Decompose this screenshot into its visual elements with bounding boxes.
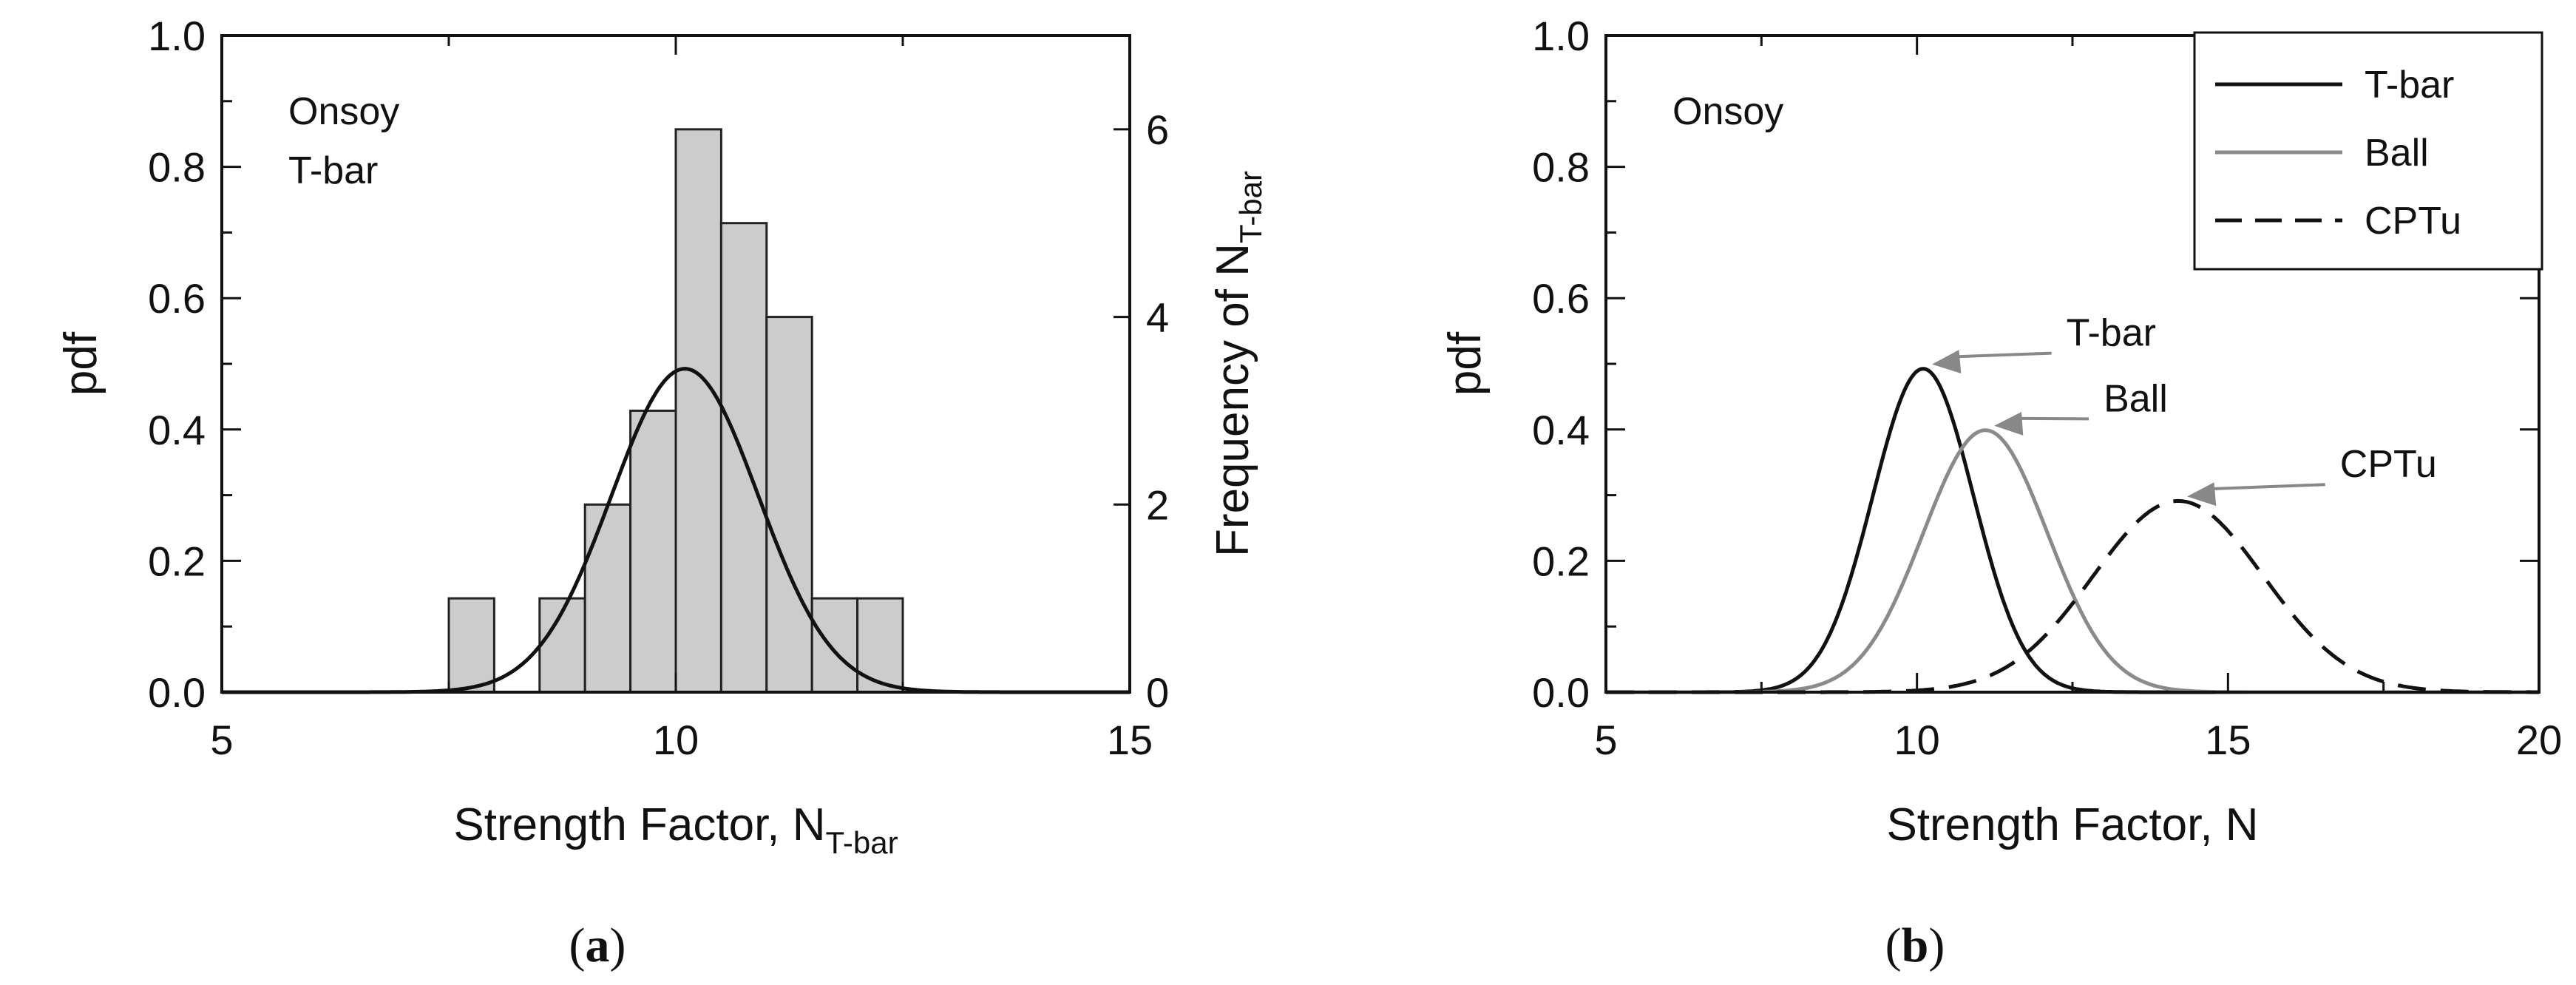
callout-label: Ball [2104,377,2168,420]
pdf-curve-tbar [1606,367,2539,694]
right-y-tick-label: 6 [1146,106,1169,153]
histogram-bar [674,128,722,694]
annotation-onsoy: Onsoy [1672,90,1783,133]
histogram-bar [447,597,495,694]
x-axis-title: Strength Factor, NT-bar [453,799,898,860]
y-tick-label: 1.0 [1532,13,1590,59]
right-y-tick-label: 2 [1146,481,1169,528]
legend-label: Ball [2365,132,2429,175]
y-tick-label: 0.6 [1532,275,1590,322]
x-tick-label: 5 [210,717,233,763]
y-tick-label: 0.4 [148,407,206,453]
panel-a-label: (a) [569,918,626,972]
x-tick-label: 15 [1107,717,1153,763]
histogram-bar [583,503,632,694]
callout-arrow-head [1932,350,1962,374]
callout-arrow-head [1994,412,2024,436]
annotation-onsoy: Onsoy [288,90,399,133]
right-y-axis-title: Frequency of NT-bar [1207,171,1268,557]
callout-arrow-head [2187,482,2217,507]
x-tick-label: 10 [1894,717,1940,763]
x-tick-label: 15 [2205,717,2251,763]
y-tick-label: 1.0 [148,13,206,59]
y-tick-label: 0.8 [148,144,206,191]
histogram-bar [856,597,904,694]
annotation-tbar: T-bar [288,149,378,192]
callout-label: T-bar [2067,312,2156,355]
y-tick-label: 0.8 [1532,144,1590,191]
histogram-bar [765,316,813,694]
histogram-bar [810,597,859,694]
callout-label: CPTu [2340,443,2437,486]
right-y-tick-label: 4 [1146,294,1169,341]
legend-label: T-bar [2365,64,2454,106]
x-tick-label: 10 [653,717,699,763]
panel-a: 0 2 4 6 5 10 15 0.0 0.2 0.4 0.6 0.8 1.0 pdf Strength F… [55,13,1268,860]
y-tick-label: 0.2 [148,538,206,584]
x-tick-label: 5 [1594,717,1617,763]
panel-b: T-bar Ball CPTu 5 10 15 20 0.0 0.2 0.4 0.6 0.8 1.0 pd… [1440,13,2562,850]
histogram-bar [629,409,677,694]
y-tick-label: 0.4 [1532,407,1590,453]
legend-label: CPTu [2365,200,2461,243]
callout-arrow-line [2204,483,2325,491]
right-y-tick-label: 0 [1146,669,1169,716]
x-tick-label: 20 [2516,717,2562,763]
panel-b-label: (b) [1885,918,1945,972]
y-tick-label: 0.6 [148,275,206,322]
x-axis-title: Strength Factor, N [1886,799,2258,850]
y-tick-label: 0.0 [1532,669,1590,716]
callout-arrow-line [1950,351,2052,359]
y-axis-title: pdf [1440,331,1491,396]
y-axis-title: pdf [55,331,106,396]
y-tick-label: 0.2 [1532,538,1590,584]
y-tick-label: 0.0 [148,669,206,716]
